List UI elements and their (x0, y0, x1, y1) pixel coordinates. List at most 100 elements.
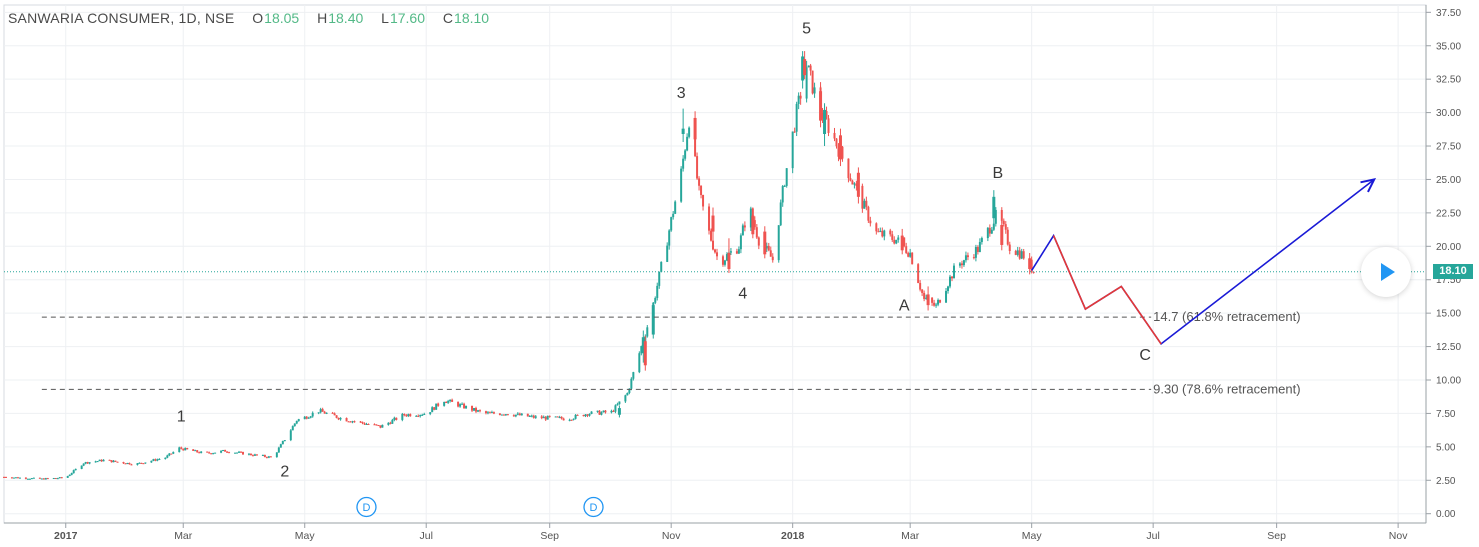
candle-body (18, 477, 21, 479)
candle-body (723, 260, 726, 265)
y-tick-label: 37.50 (1436, 8, 1461, 19)
candle-body (130, 464, 133, 466)
candle-body (881, 230, 884, 237)
candle-body (484, 411, 487, 414)
candle-body (939, 299, 942, 303)
candle-body (74, 468, 77, 471)
y-tick-label: 32.50 (1436, 75, 1461, 86)
candle-body (488, 412, 491, 414)
candle-body (180, 447, 183, 449)
candle-body (666, 245, 669, 262)
candle-body (851, 180, 854, 185)
candle-body (711, 215, 715, 232)
candle-body (855, 183, 858, 186)
candle-body (895, 239, 898, 244)
candle-body (100, 459, 103, 462)
candle-body (935, 304, 938, 306)
y-tick-label: 10.00 (1436, 376, 1461, 387)
candle-body (582, 414, 585, 417)
candle-body (651, 305, 655, 335)
candle-body (504, 414, 507, 416)
projection-arrowhead (1360, 178, 1377, 193)
candle-body (783, 185, 786, 187)
candle-body (584, 414, 587, 417)
candle-body (405, 415, 408, 417)
dividend-marker-label: D (362, 502, 370, 514)
candle-body (349, 421, 352, 423)
candle-body (267, 456, 270, 458)
candle-body (544, 416, 547, 420)
candle-body (777, 225, 780, 261)
candle-body (980, 238, 983, 243)
candle-body (451, 399, 454, 402)
retracement-label: 9.30 (78.6% retracement) (1153, 381, 1300, 396)
candle-body (238, 451, 241, 453)
play-button[interactable] (1361, 247, 1411, 297)
candle-body (30, 478, 33, 480)
candle-body (168, 453, 171, 456)
candle-body (80, 465, 83, 469)
candle-body (140, 462, 143, 464)
candle-body (791, 131, 794, 169)
candle-body (359, 421, 362, 423)
candle-body (1016, 250, 1019, 255)
candle-body (393, 417, 396, 420)
candle-body (72, 470, 75, 474)
candle-body (964, 255, 967, 261)
candle-body (214, 452, 217, 454)
candle-body (317, 412, 320, 414)
candle-body (813, 87, 816, 94)
candle-body (617, 408, 621, 415)
candle-body (785, 168, 788, 186)
candle-body (459, 404, 462, 407)
candle-body (532, 415, 535, 418)
candle-body (108, 459, 111, 461)
candle-body (114, 460, 117, 462)
candle-body (433, 407, 436, 410)
candle-body (492, 412, 495, 414)
candle-body (528, 416, 531, 418)
candle-body (626, 392, 629, 396)
low-label: L (381, 10, 389, 26)
candle-body (1032, 271, 1035, 273)
candle-body (925, 297, 928, 299)
candle-body (234, 452, 237, 454)
candle-body (283, 440, 286, 442)
candle-body (811, 70, 814, 94)
candle-body (949, 276, 952, 287)
candle-body (562, 418, 565, 421)
y-tick-label: 15.00 (1436, 309, 1461, 320)
y-tick-label: 22.50 (1436, 208, 1461, 219)
candle-body (206, 451, 209, 453)
symbol-title: SANWARIA CONSUMER, 1D, NSE (8, 10, 235, 26)
candle-body (42, 478, 45, 480)
candle-body (781, 186, 784, 203)
candle-body (1004, 224, 1007, 230)
candle-body (512, 415, 515, 417)
candle-body (241, 451, 244, 455)
candle-body (994, 209, 997, 224)
candle-body (445, 402, 448, 404)
candle-body (200, 451, 203, 454)
candle-body (856, 172, 860, 197)
candle-body (319, 409, 322, 413)
dividend-marker-label: D (590, 502, 598, 514)
candle-body (295, 420, 298, 424)
candle-body (32, 477, 35, 479)
candle-body (771, 256, 774, 261)
candle-body (903, 237, 906, 247)
y-tick-label: 2.50 (1436, 476, 1456, 487)
candle-body (475, 407, 478, 412)
candle-body (461, 403, 464, 405)
candle-body (431, 407, 434, 413)
candle-body (654, 297, 657, 303)
candle-body (907, 252, 910, 257)
candle-body (757, 237, 760, 246)
candle-body (401, 413, 404, 420)
candle-body (347, 421, 350, 423)
candle-body (1022, 251, 1025, 259)
candle-body (166, 455, 169, 458)
candle-body (158, 458, 161, 460)
candle-body (568, 419, 571, 421)
